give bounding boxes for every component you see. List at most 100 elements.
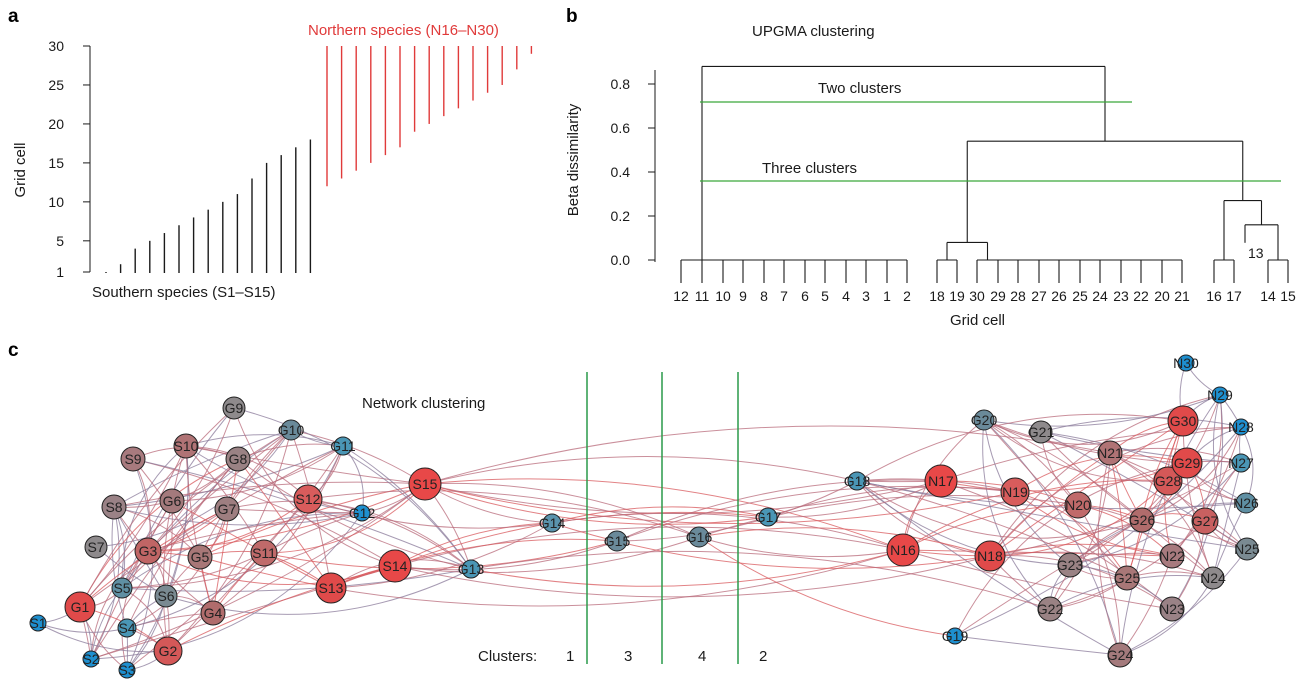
network-node: N22 bbox=[1159, 543, 1185, 569]
network-edge bbox=[424, 456, 858, 485]
panel-a-letter: a bbox=[8, 6, 19, 27]
network-node-circle bbox=[333, 436, 353, 456]
network-node: S3 bbox=[118, 661, 136, 679]
network-node-circle bbox=[222, 396, 246, 420]
network-node-circle bbox=[974, 540, 1006, 572]
network-node-circle bbox=[250, 539, 278, 567]
network-node-label: G19 bbox=[942, 628, 969, 644]
panel-a-south-label: Southern species (S1–S15) bbox=[92, 284, 275, 301]
network-edge bbox=[126, 458, 154, 671]
network-node: G16 bbox=[686, 526, 712, 548]
network-edge bbox=[394, 536, 700, 574]
network-node-label: S5 bbox=[113, 580, 130, 596]
panel-b-leaf-label: 29 bbox=[990, 288, 1006, 304]
network-edge bbox=[698, 536, 956, 637]
network-edge bbox=[989, 543, 1173, 557]
panel-b-xlabel: Grid cell bbox=[950, 312, 1005, 329]
network-node-circle bbox=[1064, 491, 1092, 519]
network-node-circle bbox=[153, 636, 183, 666]
panel-b-leaf-label: 18 bbox=[929, 288, 945, 304]
network-node: G5 bbox=[187, 544, 213, 570]
panel-b-leaf-label: 5 bbox=[821, 288, 829, 304]
network-edge bbox=[1049, 452, 1111, 610]
network-edge bbox=[342, 445, 364, 514]
network-node-circle bbox=[1037, 596, 1063, 622]
network-node: S4 bbox=[117, 618, 137, 638]
network-node-circle bbox=[973, 409, 995, 431]
network-node-label: N23 bbox=[1159, 601, 1185, 617]
panel-b-ytick-label: 0.6 bbox=[611, 120, 631, 136]
network-node: G12 bbox=[349, 504, 375, 522]
network-node-label: G17 bbox=[755, 509, 782, 525]
network-node-label: S1 bbox=[29, 615, 46, 631]
panel-b-ytick-label: 0.2 bbox=[611, 208, 631, 224]
cluster-number-3: 3 bbox=[624, 648, 632, 665]
network-node-label: S13 bbox=[319, 580, 344, 596]
network-node-label: N26 bbox=[1233, 495, 1259, 511]
network-node-circle bbox=[1201, 566, 1225, 590]
network-node-label: G30 bbox=[1170, 413, 1197, 429]
panel-b-leaf-label: 8 bbox=[760, 288, 768, 304]
network-edge bbox=[1141, 426, 1242, 521]
panel-b-leaf-label: 2 bbox=[903, 288, 911, 304]
network-node-circle bbox=[461, 559, 481, 579]
network-edge bbox=[424, 482, 700, 538]
network-node: G29 bbox=[1171, 447, 1203, 479]
network-edge bbox=[983, 419, 1169, 482]
network-node-label: S8 bbox=[105, 499, 122, 515]
network-node-circle bbox=[606, 530, 628, 552]
network-node: G4 bbox=[200, 600, 226, 626]
network-edge bbox=[856, 413, 1184, 482]
network-node: N16 bbox=[886, 533, 920, 567]
network-node: G14 bbox=[539, 513, 566, 533]
panel-b-three-clusters-label: Three clusters bbox=[762, 160, 857, 177]
network-edge bbox=[126, 508, 228, 629]
network-node: N17 bbox=[924, 464, 958, 498]
network-edge bbox=[37, 622, 169, 653]
panel-b-leaf-label: 16 bbox=[1206, 288, 1222, 304]
network-node-label: G1 bbox=[71, 599, 90, 615]
panel-b-leaf-label: 17 bbox=[1226, 288, 1242, 304]
network-node-circle bbox=[1235, 492, 1257, 514]
network-node-circle bbox=[1191, 507, 1219, 535]
network-node-label: S10 bbox=[174, 438, 199, 454]
panel-b-leaf-label: 15 bbox=[1280, 288, 1296, 304]
network-node: N18 bbox=[974, 540, 1006, 572]
network-node-label: S2 bbox=[82, 651, 99, 667]
network-node-label: G4 bbox=[204, 605, 223, 621]
network-edge bbox=[233, 407, 396, 567]
network-edge bbox=[342, 445, 472, 570]
network-edge bbox=[767, 480, 942, 518]
network-edge bbox=[111, 506, 128, 629]
network-node-circle bbox=[159, 488, 185, 514]
network-edge bbox=[551, 512, 904, 551]
network-node: G23 bbox=[1057, 552, 1084, 578]
network-edge bbox=[983, 419, 1121, 656]
network-edge bbox=[330, 538, 618, 589]
network-node: G2 bbox=[153, 636, 183, 666]
panel-a-ytick-label: 25 bbox=[48, 77, 64, 93]
network-edge bbox=[171, 445, 344, 502]
network-edge bbox=[330, 549, 904, 607]
network-node-circle bbox=[1159, 596, 1185, 622]
network-node: G11 bbox=[330, 436, 356, 456]
panel-b-yticks: 0.0 0.2 0.4 0.6 0.8 bbox=[611, 76, 655, 268]
network-edge bbox=[394, 522, 553, 567]
panel-a-ylabel: Grid cell bbox=[12, 142, 29, 197]
network-node-circle bbox=[1171, 447, 1203, 479]
panel-b-ylabel: Beta dissimilarity bbox=[565, 103, 582, 216]
network-edge bbox=[902, 504, 1079, 551]
network-node-circle bbox=[118, 661, 136, 679]
network-node-circle bbox=[1029, 420, 1053, 444]
network-node-label: N21 bbox=[1097, 445, 1123, 461]
network-edge bbox=[185, 445, 426, 485]
network-node-circle bbox=[886, 533, 920, 567]
network-node-label: G14 bbox=[539, 515, 566, 531]
network-edge bbox=[307, 498, 472, 570]
network-node-label: N20 bbox=[1065, 497, 1091, 513]
network-edge bbox=[989, 462, 1242, 557]
network-node-label: G23 bbox=[1057, 557, 1084, 573]
network-node: S10 bbox=[173, 433, 199, 459]
network-node-circle bbox=[315, 572, 347, 604]
